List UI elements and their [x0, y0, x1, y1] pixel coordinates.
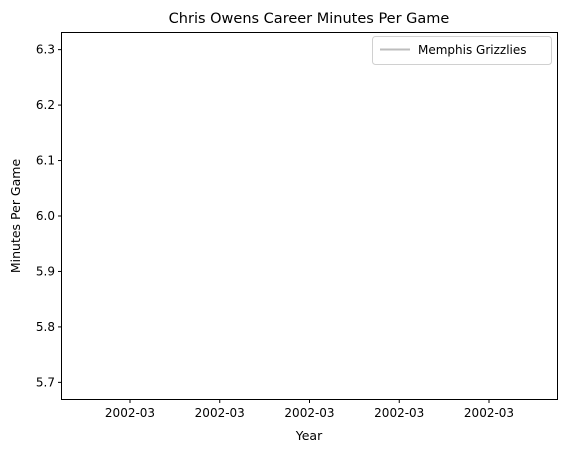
- y-axis-ticks: 5.7 5.8 5.9 6.0 6.1 6.2 6.3: [36, 43, 62, 389]
- x-tick-label: 2002-03: [284, 406, 334, 420]
- chart-title: Chris Owens Career Minutes Per Game: [169, 11, 450, 27]
- y-tick-label: 5.8: [36, 320, 55, 334]
- plot-frame: [61, 32, 558, 400]
- legend: Memphis Grizzlies: [372, 36, 552, 65]
- x-axis-label: Year: [295, 428, 323, 443]
- y-tick-label: 6.0: [36, 209, 55, 223]
- y-tick-label: 6.2: [36, 98, 55, 112]
- legend-entry-label: Memphis Grizzlies: [418, 43, 527, 57]
- y-tick-label: 5.9: [36, 264, 55, 278]
- y-tick-label: 6.1: [36, 154, 55, 168]
- legend-box: [372, 36, 552, 65]
- x-axis-ticks: 2002-03 2002-03 2002-03 2002-03 2002-03: [105, 399, 514, 420]
- x-tick-label: 2002-03: [374, 406, 424, 420]
- plot-area: [61, 32, 558, 400]
- y-tick-label: 6.3: [36, 43, 55, 57]
- x-tick-label: 2002-03: [105, 406, 155, 420]
- y-tick-label: 5.7: [36, 375, 55, 389]
- y-axis-label: Minutes Per Game: [8, 159, 23, 274]
- x-tick-label: 2002-03: [464, 406, 514, 420]
- x-tick-label: 2002-03: [195, 406, 245, 420]
